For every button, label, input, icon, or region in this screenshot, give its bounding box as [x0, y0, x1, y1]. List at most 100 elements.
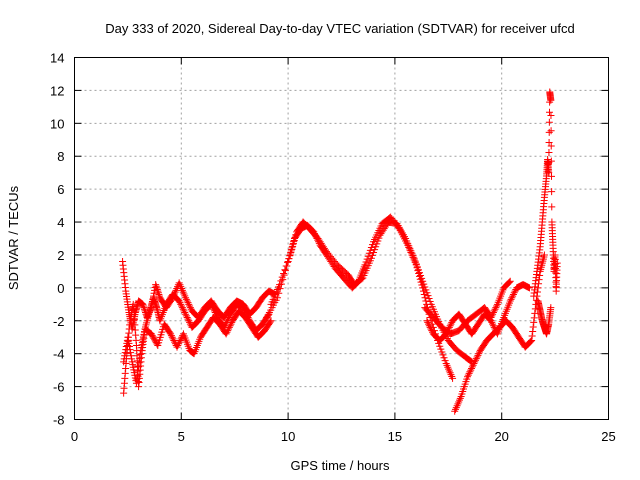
- data-point-main-arc-2: [291, 234, 299, 242]
- y-tick-label: -8: [53, 413, 65, 428]
- data-point-main-arc-2: [277, 277, 285, 285]
- data-point-late-mid: [511, 287, 519, 295]
- y-tick-label: 10: [50, 116, 64, 131]
- data-point-early-third: [126, 346, 134, 354]
- data-point-late-mid: [506, 297, 514, 305]
- data-point-main-arc-2: [422, 286, 430, 294]
- data-point-late-mid: [424, 318, 432, 326]
- data-point-late-spike: [547, 157, 555, 165]
- data-point-early-third: [168, 333, 176, 341]
- data-point-main-arc-2: [281, 266, 289, 274]
- data-point-late-lower: [475, 350, 483, 358]
- data-point-main-arc: [438, 348, 446, 356]
- data-point-early-third: [266, 318, 274, 326]
- data-point-late-lower: [526, 338, 534, 346]
- data-point-late-upper: [489, 309, 497, 317]
- data-point-late-upper: [505, 278, 513, 286]
- data-point-early-third: [174, 341, 182, 349]
- data-point-late-lower: [466, 368, 474, 376]
- data-point-early-third: [222, 330, 230, 338]
- x-tick-label: 5: [178, 429, 185, 444]
- data-point-late-lower: [528, 337, 536, 345]
- data-point-early-upper: [185, 300, 193, 308]
- data-point-late-lower: [474, 351, 482, 359]
- data-point-late-lower: [464, 371, 472, 379]
- data-point-late-lower: [531, 309, 539, 317]
- data-point-main-arc-2: [288, 245, 296, 253]
- data-point-main-arc-2: [371, 246, 379, 254]
- data-point-late-mid: [425, 320, 433, 328]
- y-tick-label: 14: [50, 51, 64, 66]
- data-point-late-mid: [425, 322, 433, 330]
- grid: [74, 57, 609, 420]
- data-point-early-third: [134, 367, 142, 375]
- data-point-early-upper: [153, 286, 161, 294]
- data-point-early-third: [223, 328, 231, 336]
- data-point-early-third: [127, 352, 135, 360]
- y-tick-label: 6: [57, 182, 64, 197]
- data-point-late-mid: [423, 317, 431, 325]
- data-point-main-arc: [362, 258, 370, 266]
- data-point-late-lower: [540, 251, 548, 259]
- y-tick-label: -4: [53, 347, 65, 362]
- y-tick-label: 8: [57, 149, 64, 164]
- data-point-main-arc-2: [373, 240, 381, 248]
- data-point-main-arc: [437, 345, 445, 353]
- data-point-early-third: [125, 339, 133, 347]
- data-point-early-third: [177, 335, 185, 343]
- data-point-main-arc-2: [289, 242, 297, 250]
- data-point-early-upper: [149, 295, 157, 303]
- data-point-early-third: [175, 338, 183, 346]
- data-point-main-arc-2: [375, 234, 383, 242]
- chart-title: Day 333 of 2020, Sidereal Day-to-day VTE…: [105, 21, 574, 36]
- data-point-early-upper: [182, 294, 190, 302]
- data-point-late-spike: [548, 188, 556, 196]
- data-point-late-upper: [505, 279, 513, 287]
- data-point-early-third: [124, 336, 132, 344]
- data-point-early-upper: [182, 295, 190, 303]
- data-point-late-mid: [488, 318, 496, 326]
- data-point-main-arc-2: [284, 258, 292, 266]
- data-point-early-third: [225, 323, 233, 331]
- data-point-early-upper: [152, 282, 160, 290]
- data-point-main-arc: [440, 354, 448, 362]
- data-point-early-third: [136, 351, 144, 359]
- data-point-early-lower: [183, 313, 191, 321]
- data-point-main-arc-2: [426, 297, 434, 305]
- data-point-late-spike: [545, 108, 553, 116]
- data-point-early-upper: [152, 281, 160, 289]
- data-point-main-arc-2: [410, 254, 418, 262]
- data-point-late-mid: [489, 320, 497, 328]
- x-tick-label: 15: [388, 429, 402, 444]
- data-point-early-lower: [182, 312, 190, 320]
- data-point-early-third: [153, 340, 161, 348]
- data-point-main-arc-2: [278, 273, 286, 281]
- data-point-late-lower: [468, 363, 476, 371]
- data-point-early-lower: [181, 309, 189, 317]
- data-point-main-arc: [441, 357, 449, 365]
- data-point-early-third: [167, 332, 175, 340]
- data-point-early-lower: [177, 300, 185, 308]
- data-point-early-third: [224, 327, 232, 335]
- data-point-main-arc: [286, 252, 294, 260]
- data-point-main-arc-2: [285, 255, 293, 263]
- data-point-early-lower: [175, 297, 183, 305]
- data-point-early-lower: [184, 315, 192, 323]
- data-point-early-upper: [168, 295, 176, 303]
- data-point-early-third: [136, 355, 144, 363]
- data-point-main-arc-2: [276, 281, 284, 289]
- data-point-early-third: [132, 379, 140, 387]
- data-point-early-upper: [140, 305, 148, 313]
- data-point-main-arc-2: [280, 269, 288, 277]
- data-point-late-mid: [426, 323, 434, 331]
- data-point-late-upper: [489, 310, 497, 318]
- data-point-early-lower: [179, 305, 187, 313]
- data-point-late-lower: [527, 337, 535, 345]
- data-point-main-arc-2: [368, 251, 376, 259]
- data-point-late-lower: [472, 355, 480, 363]
- data-point-late-spike-low: [547, 304, 555, 312]
- data-point-main-arc-2: [411, 257, 419, 265]
- data-point-early-third: [267, 317, 275, 325]
- data-point-late-mid: [428, 327, 436, 335]
